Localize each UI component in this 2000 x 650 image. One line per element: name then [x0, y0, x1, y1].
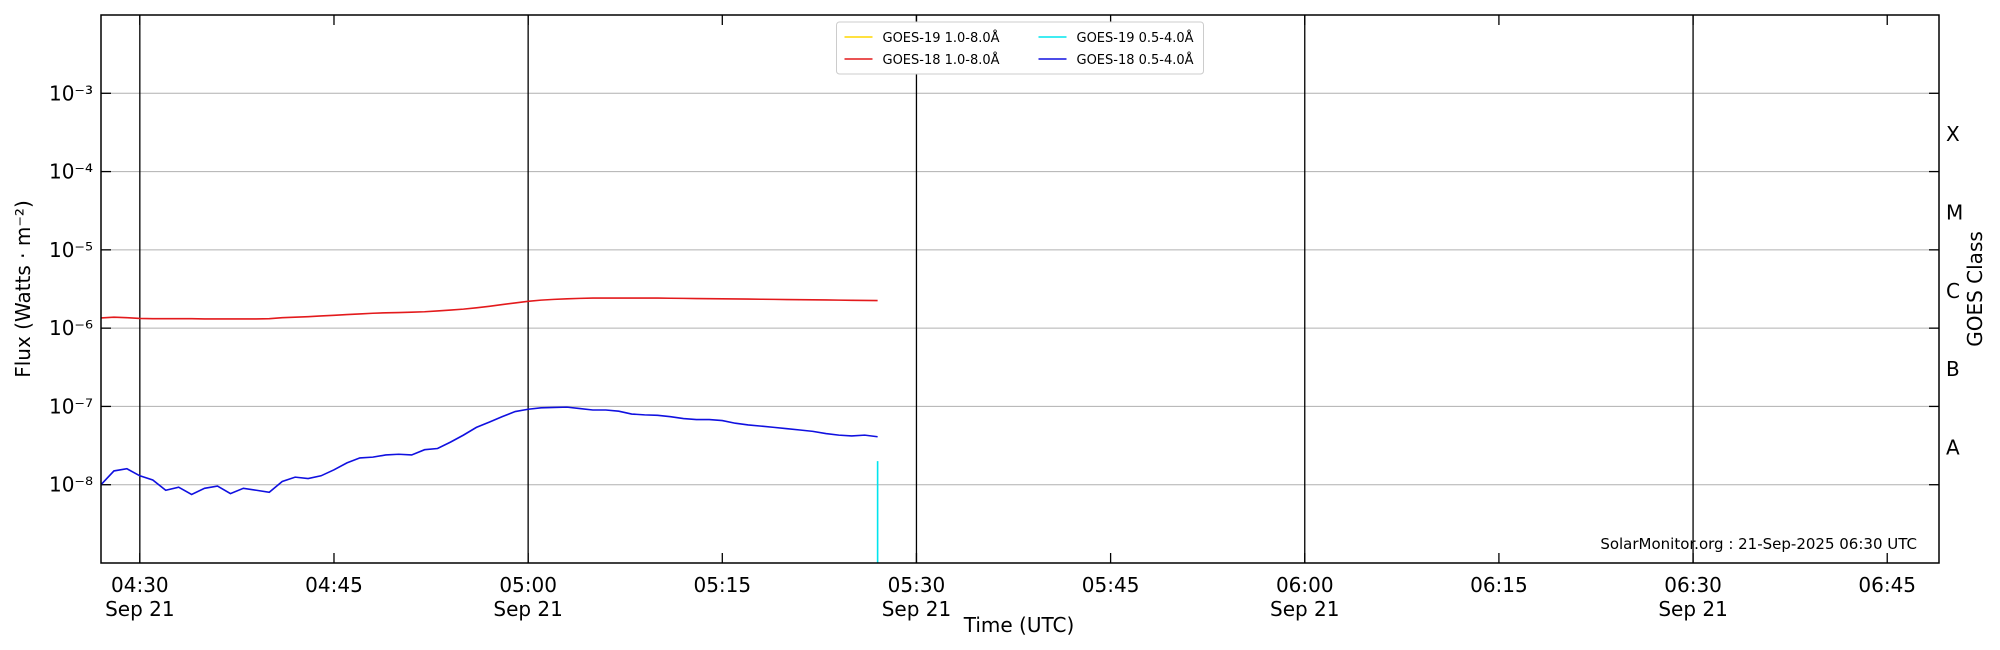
y2-tick-label: B [1946, 357, 1960, 381]
x-tick-label: 06:45 [1858, 573, 1916, 597]
x-tick-label: 06:00 [1276, 573, 1334, 597]
y-tick-label: 10⁻³ [49, 81, 93, 105]
plot-frame [100, 14, 1940, 564]
y2-tick-label: X [1946, 122, 1960, 146]
x-tick-label: 05:00 [499, 573, 557, 597]
x-tick-date: Sep 21 [882, 597, 952, 621]
legend-box [836, 21, 1204, 75]
y-tick-label: 10⁻⁵ [49, 238, 93, 262]
y-tick-label: 10⁻⁸ [49, 473, 93, 497]
x-tick-label: 06:15 [1470, 573, 1528, 597]
y2-tick-label: A [1946, 435, 1960, 459]
legend-label: GOES-18 1.0-8.0Å [883, 52, 1000, 68]
y-tick-label: 10⁻⁶ [49, 316, 93, 340]
x-tick-label: 05:15 [693, 573, 751, 597]
y2-tick-label: C [1946, 279, 1960, 303]
y-tick-label: 10⁻⁴ [49, 160, 93, 184]
x-tick-date: Sep 21 [493, 597, 563, 621]
x-tick-label: 05:30 [888, 573, 946, 597]
legend-label: GOES-18 0.5-4.0Å [1077, 52, 1194, 68]
plot-lines [101, 297, 879, 563]
series-line [101, 297, 878, 320]
series-line [101, 406, 878, 496]
y-axis-label: Flux (Watts · m⁻²) [11, 200, 35, 378]
x-tick-label: 04:30 [111, 573, 169, 597]
x-tick-date: Sep 21 [1270, 597, 1340, 621]
y2-axis-label: GOES Class [1963, 231, 1987, 347]
x-tick-date: Sep 21 [105, 597, 175, 621]
y2-tick-label: M [1946, 201, 1963, 225]
x-tick-date: Sep 21 [1658, 597, 1728, 621]
legend-label: GOES-19 1.0-8.0Å [883, 30, 1000, 46]
x-tick-label: 06:30 [1664, 573, 1722, 597]
x-tick-label: 05:45 [1082, 573, 1140, 597]
legend-label: GOES-19 0.5-4.0Å [1077, 30, 1194, 46]
x-axis-label: Time (UTC) [963, 613, 1075, 637]
y-tick-label: 10⁻⁷ [49, 394, 93, 418]
x-tick-label: 04:45 [305, 573, 363, 597]
annotation: SolarMonitor.org : 21-Sep-2025 06:30 UTC [1600, 535, 1917, 553]
